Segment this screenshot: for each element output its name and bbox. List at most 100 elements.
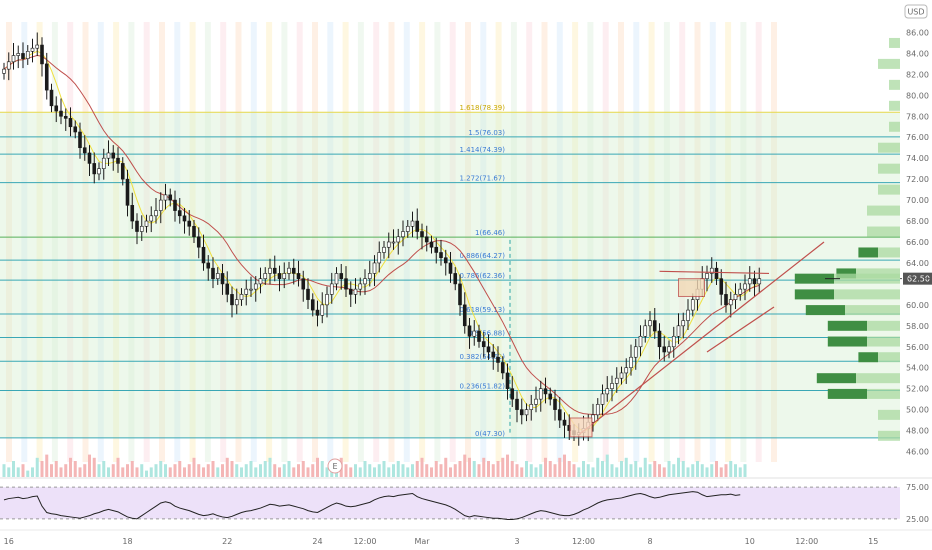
volume-bar [582,461,585,477]
volume-bar [420,457,424,477]
volume-bar [434,461,438,477]
candle-body [230,294,234,306]
session-band [510,22,517,462]
volume-bar [672,464,676,477]
volume-bar [320,461,324,477]
session-band [235,22,242,462]
volume-bar [154,464,158,477]
price-tick-label: 84.00 [906,49,929,58]
volume-bar [159,461,163,477]
candle-body [752,278,757,285]
volume-bar [439,464,443,477]
volume-bar [316,457,319,477]
session-band [449,22,456,462]
volume-bar [496,461,500,477]
volume-bar [164,464,167,477]
session-band [143,22,150,462]
fib-zones [0,112,900,438]
rising-trendline [578,241,825,436]
volume-bar [382,461,386,477]
candle-body [472,330,477,337]
volume-bar [358,467,362,477]
volume-bar [50,464,53,477]
session-band [128,22,135,462]
volume-bar [202,467,205,477]
volume-bar [444,457,448,477]
volume-bar [135,467,139,477]
candle-body [467,325,472,337]
candle-body [177,210,182,217]
event-badge-label: E [332,462,337,471]
fib-zone [0,390,900,438]
lower-trendline [706,306,775,353]
fib-level-label: 1.414(74.39) [459,146,505,154]
volume-profile-dark [858,247,878,258]
session-band [556,22,563,462]
candle-body [196,236,201,248]
volume-bar [662,467,666,477]
candle-body [2,68,6,74]
volume-profile-dark [827,388,867,399]
candle-body [728,299,733,306]
candle-body [458,283,462,306]
candle-body [367,273,372,279]
volume-bar [116,457,120,477]
session-band [357,22,364,462]
session-band [755,22,762,462]
volume-profile-light [878,58,900,69]
volume-bar [596,457,600,477]
volume-bar [145,470,148,477]
session-band [648,22,655,462]
candle-body [68,118,73,128]
volume-bar [178,461,182,477]
volume-bar [354,464,357,477]
candle-body [652,320,657,332]
candle-body [310,299,315,311]
volume-bar [121,467,125,477]
trendlines [569,241,825,438]
price-tick-label: 86.00 [906,28,929,37]
volume-bar [206,464,210,477]
currency-badge[interactable]: USD [904,4,928,19]
candlesticks [2,32,762,446]
candle-body [648,320,652,327]
volume-profile-light [878,163,900,174]
session-band [113,22,120,462]
volume-bar [724,464,728,477]
volume-bar [54,461,58,477]
volume-bar [734,464,737,477]
candle-body [605,388,610,395]
volume-bar [221,464,224,477]
session-band [633,22,640,462]
candle-body [296,273,301,279]
volume-bar [273,464,277,477]
earnings-event-badge[interactable]: E [327,458,343,474]
session-band [312,22,318,462]
candle-body [662,346,667,353]
price-tick-label: 70.00 [906,196,929,205]
candle-body [353,288,358,295]
volume-bar [254,467,258,477]
fib-level-label: 0.382(54.62) [459,353,505,361]
time-tick-label: 15 [868,537,878,546]
volume-bar [259,464,262,477]
volume-bar [620,461,623,477]
candle-body [434,246,439,253]
volume-bar [577,467,581,477]
volume-bar [192,457,196,477]
candle-body [633,346,638,358]
session-band [403,22,410,462]
volume-bar [491,464,495,477]
candle-body [82,147,87,154]
session-band [740,22,747,462]
candle-body [686,309,690,321]
volume-bar [430,467,433,477]
volume-bar [292,467,296,477]
candle-body [339,273,344,279]
fib-level-label: 0.786(62.36) [459,272,505,280]
candle-body [97,168,101,175]
volume-profile-dark [827,320,867,331]
candle-body [101,157,106,169]
volume-bar [658,464,661,477]
